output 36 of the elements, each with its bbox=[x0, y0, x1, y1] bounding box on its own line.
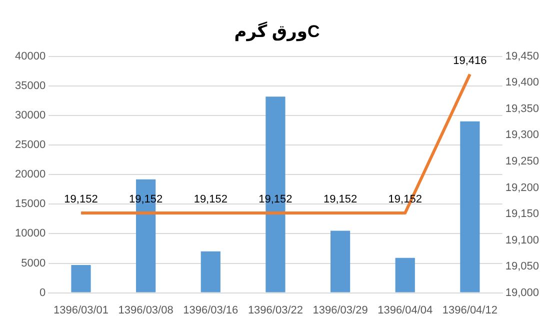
x-tick-label: 1396/03/22 bbox=[248, 304, 304, 316]
y2-tick-label: 19,450 bbox=[505, 50, 540, 62]
y2-tick-label: 19,050 bbox=[505, 260, 540, 273]
y-tick-label: 20000 bbox=[14, 168, 46, 181]
x-tick-label: 1396/03/29 bbox=[312, 304, 368, 316]
bar bbox=[71, 265, 91, 292]
data-label: 19,152 bbox=[323, 193, 358, 206]
y2-tick-label: 19,200 bbox=[505, 182, 540, 194]
x-tick-label: 1396/04/04 bbox=[378, 304, 433, 316]
x-tick-label: 1396/03/16 bbox=[183, 304, 238, 316]
data-label: 19,152 bbox=[194, 193, 228, 206]
y-tick-label: 40000 bbox=[14, 50, 46, 62]
data-label: 19,416 bbox=[453, 54, 487, 67]
y2-tick-label: 19,250 bbox=[505, 156, 540, 168]
y2-tick-label: 19,000 bbox=[505, 286, 540, 299]
bar bbox=[460, 121, 480, 292]
y-tick-label: 10000 bbox=[14, 228, 46, 240]
y-tick-label: 0 bbox=[39, 286, 46, 299]
x-tick-label: 1396/03/08 bbox=[118, 304, 174, 316]
chart-title: ورق گرمC bbox=[234, 20, 320, 42]
data-label: 19,152 bbox=[64, 193, 98, 206]
bar bbox=[395, 258, 415, 292]
y-tick-label: 25000 bbox=[14, 139, 46, 152]
y2-tick-label: 19,300 bbox=[505, 129, 540, 142]
y2-tick-label: 19,150 bbox=[505, 208, 540, 220]
x-tick-label: 1396/04/12 bbox=[442, 304, 498, 316]
y-tick-label: 35000 bbox=[14, 80, 46, 92]
y2-tick-label: 19,400 bbox=[505, 76, 540, 89]
y2-tick-label: 19,100 bbox=[505, 234, 540, 246]
x-tick-label: 1396/03/01 bbox=[53, 304, 109, 316]
bar bbox=[330, 230, 350, 292]
bar bbox=[200, 251, 220, 292]
y2-tick-label: 19,350 bbox=[505, 102, 540, 115]
y-tick-label: 15000 bbox=[14, 198, 46, 210]
y-tick-label: 30000 bbox=[14, 110, 46, 122]
y-tick-label: 5000 bbox=[21, 257, 46, 270]
